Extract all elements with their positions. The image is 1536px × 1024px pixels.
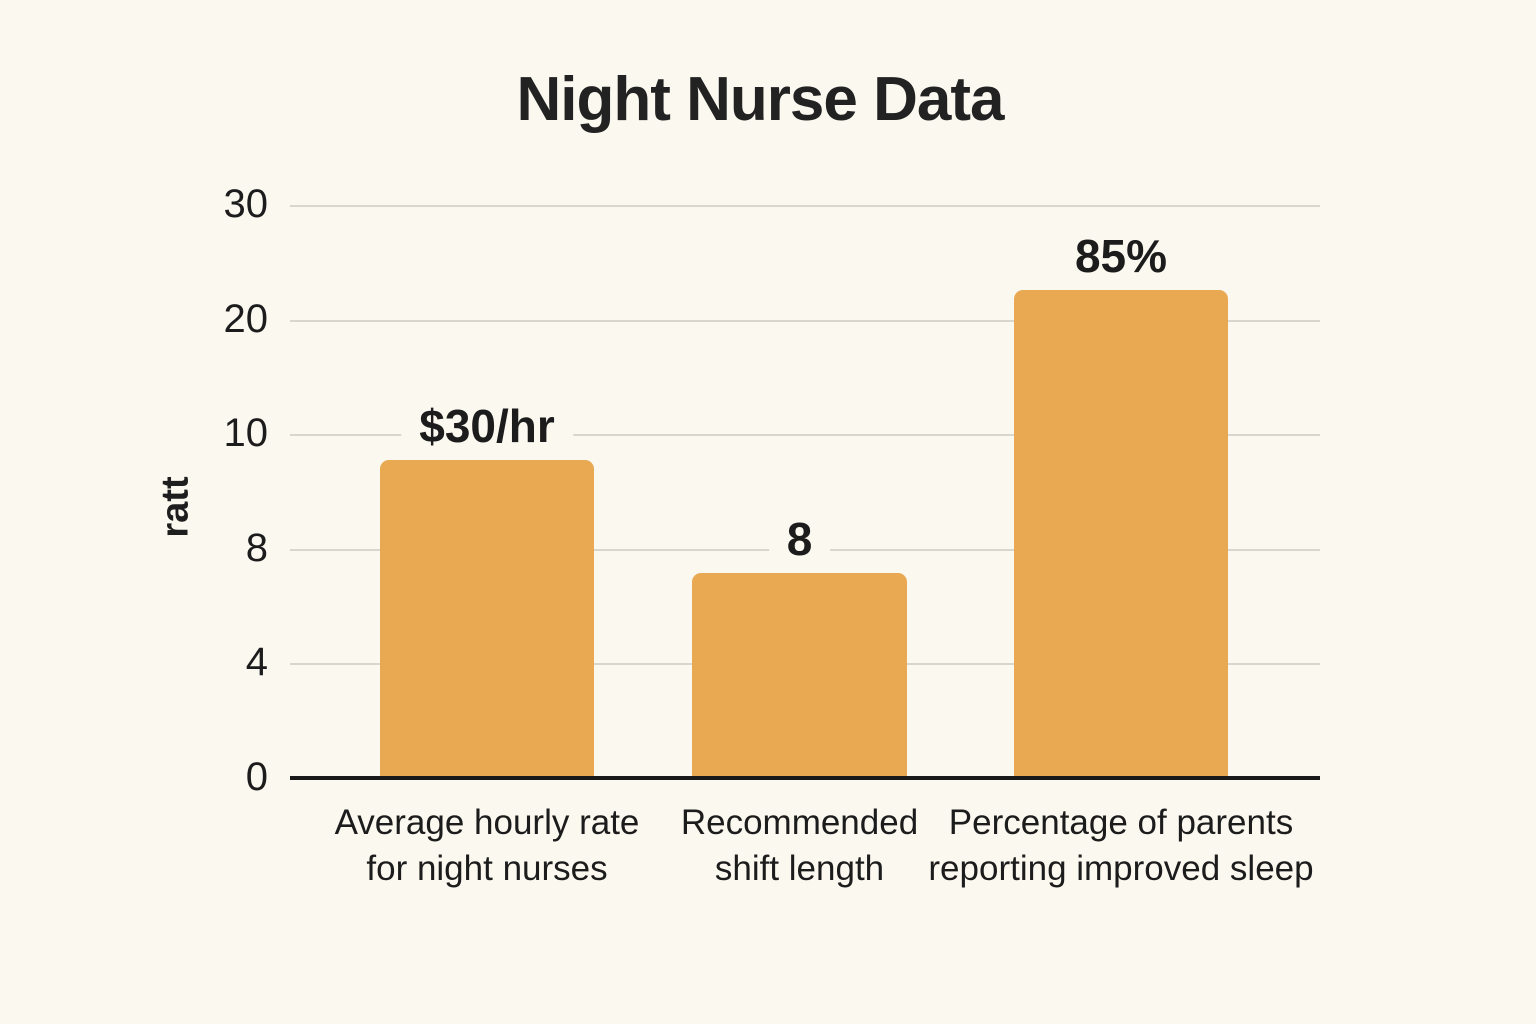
y-tick-label-4: 4 — [245, 640, 268, 685]
y-tick-label-30: 30 — [223, 182, 269, 227]
x-category-label-3: Percentage of parents reporting improved… — [928, 803, 1314, 888]
bar-value-label-3: 85% — [1056, 231, 1186, 282]
x-category-label-1: Average hourly rate for night nurses — [334, 803, 640, 888]
plot-area: $30/hr 8 85% — [290, 205, 1320, 780]
chart-title: Night Nurse Data — [516, 65, 1005, 134]
gridline-30 — [290, 205, 1320, 207]
y-tick-label-20: 20 — [223, 296, 269, 341]
x-category-label-2: Recommended shift length — [680, 803, 919, 888]
gridline-10 — [290, 434, 1320, 437]
y-tick-label-10: 10 — [223, 411, 269, 456]
x-axis-line — [290, 776, 1320, 780]
y-tick-label-8: 8 — [245, 525, 268, 570]
bar-value-label-2: 8 — [768, 514, 831, 565]
y-tick-label-0: 0 — [245, 755, 268, 800]
bar-3 — [1014, 290, 1228, 778]
bar-2 — [692, 573, 907, 778]
bar-value-label-1: $30/hr — [401, 401, 573, 452]
gridline-20 — [290, 319, 1320, 322]
bar-1 — [380, 460, 594, 778]
